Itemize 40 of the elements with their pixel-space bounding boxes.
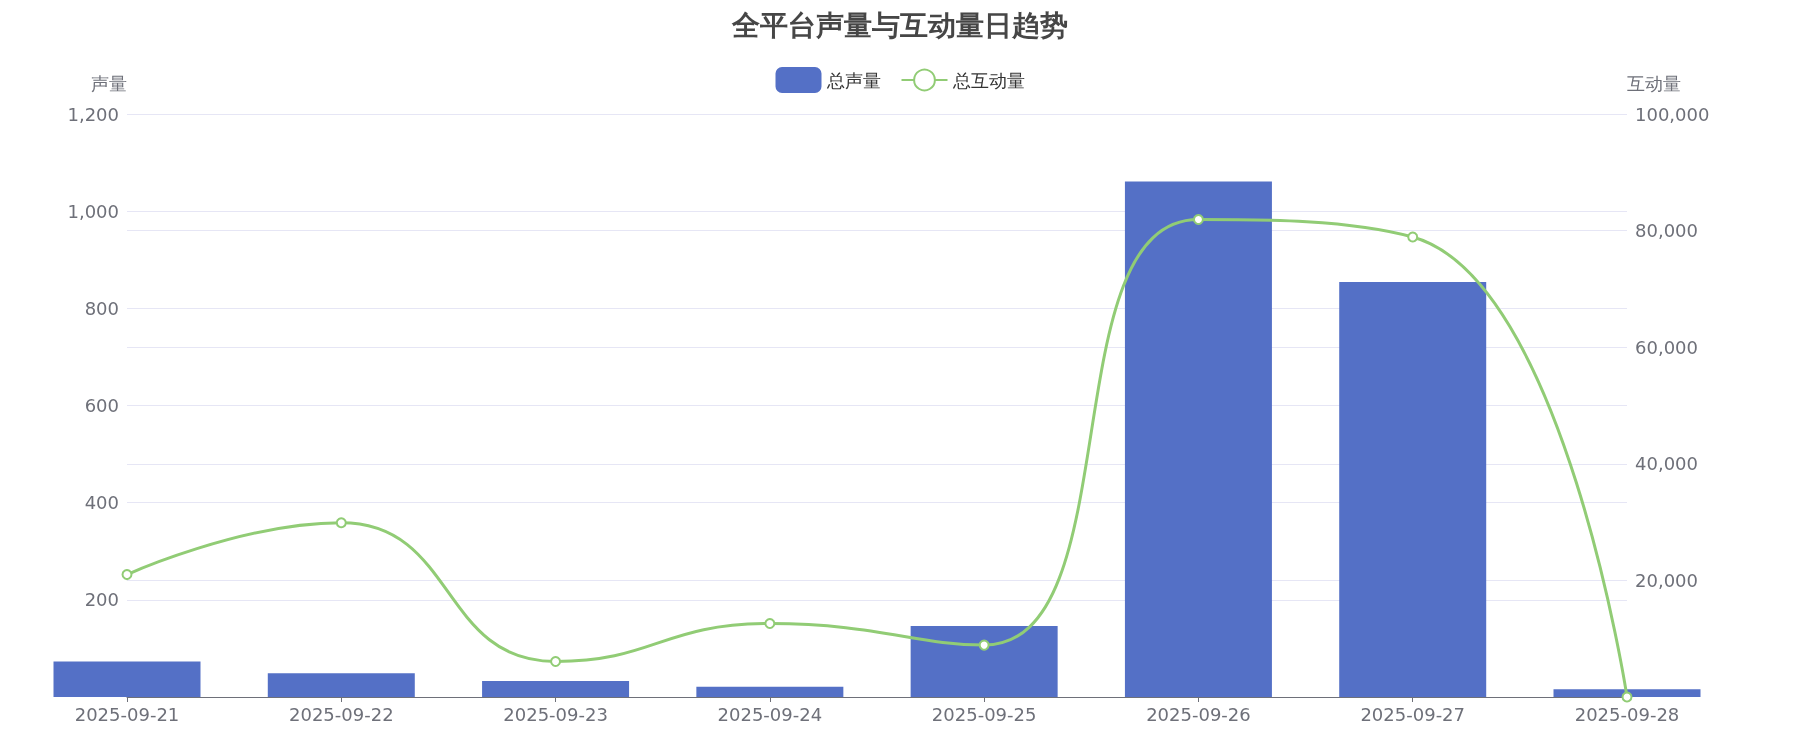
x-tick-label: 2025-09-21 xyxy=(74,703,180,725)
point xyxy=(1621,691,1633,703)
x-tick-label: 2025-09-22 xyxy=(288,703,394,725)
bar xyxy=(1553,689,1701,697)
x-tick-label: 2025-09-25 xyxy=(931,703,1037,725)
point xyxy=(121,569,133,581)
y2-tick-label: 40,000 xyxy=(1635,453,1698,475)
y2-axis-title: 互动量 xyxy=(1627,72,1681,94)
y2-tick-label: 100,000 xyxy=(1635,103,1710,125)
x-tick-label: 2025-09-28 xyxy=(1574,703,1680,725)
x-tick-label: 2025-09-24 xyxy=(717,703,823,725)
y-tick-label: 1,200 xyxy=(67,103,119,125)
y-tick-label: 1,000 xyxy=(67,200,119,222)
x-tick-label: 2025-09-23 xyxy=(503,703,608,725)
chart-title: 全平台声量与互动量日趋势 xyxy=(731,8,1068,42)
bar xyxy=(53,661,201,697)
x-tick-label: 2025-09-27 xyxy=(1360,703,1466,725)
point xyxy=(978,639,990,651)
y-tick-label: 400 xyxy=(84,492,119,514)
bar xyxy=(696,686,844,697)
y-axis-title: 声量 xyxy=(91,72,127,94)
bar xyxy=(1124,181,1272,697)
bar xyxy=(267,673,415,697)
point xyxy=(1407,231,1419,243)
point xyxy=(764,618,776,630)
y2-tick-label: 60,000 xyxy=(1635,336,1698,358)
bar xyxy=(482,680,630,697)
legend-label: 总声量 xyxy=(825,69,881,91)
bar xyxy=(1339,282,1487,697)
x-tick-label: 2025-09-26 xyxy=(1146,703,1251,725)
y-tick-label: 800 xyxy=(84,297,119,319)
bar xyxy=(910,626,1058,697)
y-tick-label: 600 xyxy=(84,395,119,416)
y2-tick-label: 80,000 xyxy=(1635,220,1698,242)
point xyxy=(335,517,347,529)
point xyxy=(1192,214,1204,226)
legend-label: 总互动量 xyxy=(951,69,1025,91)
y2-tick-label: 20,000 xyxy=(1635,569,1698,591)
y-tick-label: 200 xyxy=(84,589,119,611)
point xyxy=(550,655,562,667)
